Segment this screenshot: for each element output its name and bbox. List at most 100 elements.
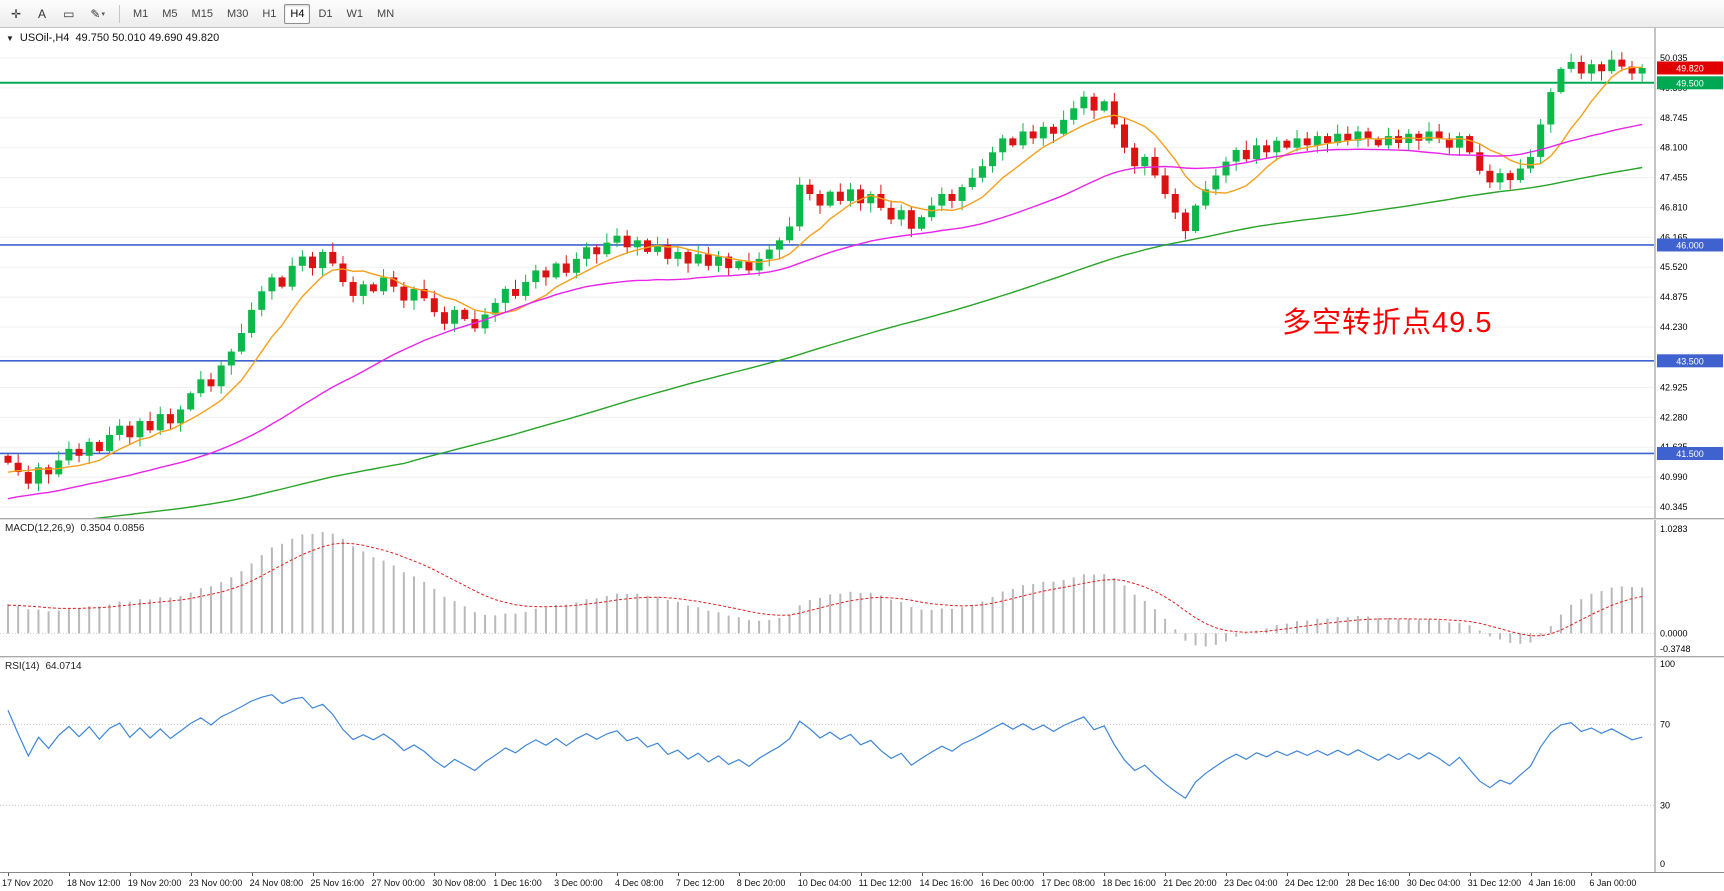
macd-signal-line (7, 542, 1643, 637)
macd-chart-canvas[interactable]: 1.0283 0.0000 -0.3748 (0, 520, 1724, 656)
macd-histogram (7, 532, 1644, 647)
crosshair-tool-button[interactable]: ✛ (4, 3, 28, 24)
time-axis-label: 18 Dec 16:00 (1102, 878, 1156, 888)
draw-tool-icon: ✎ (90, 6, 101, 21)
svg-text:43.500: 43.500 (1676, 356, 1704, 366)
drawing-tool-group: ✛ A ▭ ✎ ▾ (4, 3, 112, 24)
price-axis-label: 40.345 (1660, 502, 1688, 512)
text-label-tool-icon: A (38, 6, 47, 21)
price-axis-label: 40.990 (1660, 472, 1688, 482)
ma-slow-green[interactable] (8, 166, 1643, 519)
price-axis-label: 48.100 (1660, 143, 1688, 153)
ma-fast-orange[interactable] (7, 66, 1643, 473)
timeframe-button-m5[interactable]: M5 (156, 4, 183, 24)
symbol-dropdown-icon[interactable]: ▼ (6, 33, 14, 43)
ma-mid-magenta[interactable] (7, 123, 1643, 500)
time-axis-label: 27 Nov 00:00 (371, 878, 425, 888)
time-axis-label: 14 Dec 16:00 (919, 878, 974, 888)
time-axis-tick (1104, 873, 1106, 876)
time-axis-label: 30 Dec 04:00 (1406, 878, 1461, 888)
time-axis-tick (677, 873, 679, 876)
hline-price-badge-43.500: 43.500 (1657, 354, 1723, 368)
timeframe-button-m1[interactable]: M1 (127, 4, 154, 24)
time-axis-tick (1165, 873, 1167, 876)
time-axis-tick (617, 873, 618, 876)
timeframe-button-h4[interactable]: H4 (284, 3, 311, 24)
time-axis-label: 8 Dec 20:00 (736, 878, 786, 888)
time-axis-tick (1469, 873, 1471, 876)
time-axis-tick (1408, 873, 1410, 876)
time-axis[interactable]: 17 Nov 2020 18 Nov 12:00 19 Nov 20:00 23 No… (0, 872, 1724, 891)
price-axis-label: 47.455 (1660, 173, 1688, 183)
timeframe-button-w1[interactable]: W1 (341, 4, 370, 24)
pane-divider[interactable] (0, 656, 1724, 658)
timeframe-button-h1[interactable]: H1 (256, 4, 282, 24)
timeframe-button-d1[interactable]: D1 (312, 4, 338, 24)
rsi-axis-label: 70 (1660, 720, 1670, 730)
time-axis-label: 30 Nov 08:00 (432, 878, 486, 888)
pane-divider[interactable] (0, 518, 1724, 520)
time-axis-tick (921, 873, 923, 876)
time-axis-label: 11 Dec 12:00 (858, 878, 912, 888)
chart-area: 50.03549.39048.74548.10047.45546.81046.1… (0, 28, 1724, 891)
price-axis-label: 42.280 (1660, 412, 1688, 422)
time-axis-tick (556, 873, 558, 876)
macd-axis-label: 0.0000 (1660, 628, 1688, 638)
time-axis-label: 25 Nov 16:00 (310, 878, 365, 888)
timeframe-button-mn[interactable]: MN (371, 4, 400, 24)
time-axis-tick (799, 873, 801, 876)
time-axis-label: 28 Dec 16:00 (1345, 878, 1400, 888)
hline-price-badge-46.000: 46.000 (1657, 238, 1723, 252)
time-axis-label: 17 Dec 08:00 (1041, 878, 1095, 888)
svg-text:46.000: 46.000 (1676, 240, 1704, 250)
time-axis-tick (129, 873, 131, 876)
price-axis-label: 45.520 (1660, 262, 1688, 272)
time-axis-label: 23 Nov 00:00 (188, 878, 243, 888)
price-axis-label: 44.875 (1660, 292, 1688, 302)
chevron-down-icon: ▾ (101, 10, 105, 18)
time-axis-label: 31 Dec 12:00 (1467, 878, 1522, 888)
rsi-axis-label: 30 (1660, 800, 1670, 810)
time-axis-label: 4 Jan 16:00 (1528, 878, 1576, 888)
time-axis-tick (312, 873, 314, 876)
time-axis-tick (495, 873, 497, 876)
time-axis-tick (373, 873, 375, 876)
time-axis-tick (1347, 873, 1349, 876)
time-axis-label: 17 Nov 2020 (2, 878, 54, 888)
time-axis-tick (1286, 873, 1288, 876)
time-axis-label: 16 Dec 00:00 (980, 878, 1034, 888)
timeframe-button-m30[interactable]: M30 (221, 4, 254, 24)
time-axis-tick (1226, 873, 1227, 876)
time-axis-label: 10 Dec 04:00 (797, 878, 852, 888)
timeframe-button-m15[interactable]: M15 (186, 4, 219, 24)
shapes-tool-icon: ▭ (63, 6, 75, 21)
rsi-axis-label: 100 (1660, 659, 1675, 669)
price-chart-canvas[interactable]: 50.03549.39048.74548.10047.45546.81046.1… (0, 28, 1724, 518)
time-axis-tick (1043, 873, 1045, 876)
rsi-line (7, 694, 1643, 800)
toolbar: ✛ A ▭ ✎ ▾ M1 M5 M15 M30 H1 H4 D1 W1 MN (0, 0, 1724, 28)
macd-axis-label: 1.0283 (1660, 524, 1688, 534)
shapes-tool-button[interactable]: ▭ (56, 3, 81, 24)
time-axis-label: 4 Dec 08:00 (615, 878, 664, 888)
draw-tool-button[interactable]: ✎ ▾ (83, 3, 112, 24)
time-axis-label: 24 Dec 12:00 (1284, 878, 1339, 888)
price-axis-label: 50.035 (1660, 53, 1688, 63)
rsi-chart-canvas[interactable]: 100 70 30 0 (0, 658, 1724, 872)
text-label-tool-button[interactable]: A (30, 3, 54, 24)
rsi-pane: 100 70 30 0 RSI(14) 64.0714 (0, 658, 1724, 872)
time-axis-label: 21 Dec 20:00 (1163, 878, 1217, 888)
time-axis-tick (1591, 873, 1593, 876)
hline-price-badge-41.500: 41.500 (1657, 446, 1723, 460)
time-axis-label: 24 Nov 08:00 (249, 878, 304, 888)
time-axis-label: 1 Dec 16:00 (493, 878, 542, 888)
svg-text:41.500: 41.500 (1676, 449, 1704, 459)
current-price-badge: 49.820 (1657, 61, 1723, 75)
time-axis-label: 3 Dec 00:00 (554, 878, 603, 888)
price-axis-label: 46.810 (1660, 202, 1688, 212)
macd-axis-label: -0.3748 (1660, 644, 1691, 654)
price-axis-label: 44.230 (1660, 322, 1688, 332)
svg-text:49.820: 49.820 (1676, 63, 1704, 73)
candles (4, 50, 1646, 492)
